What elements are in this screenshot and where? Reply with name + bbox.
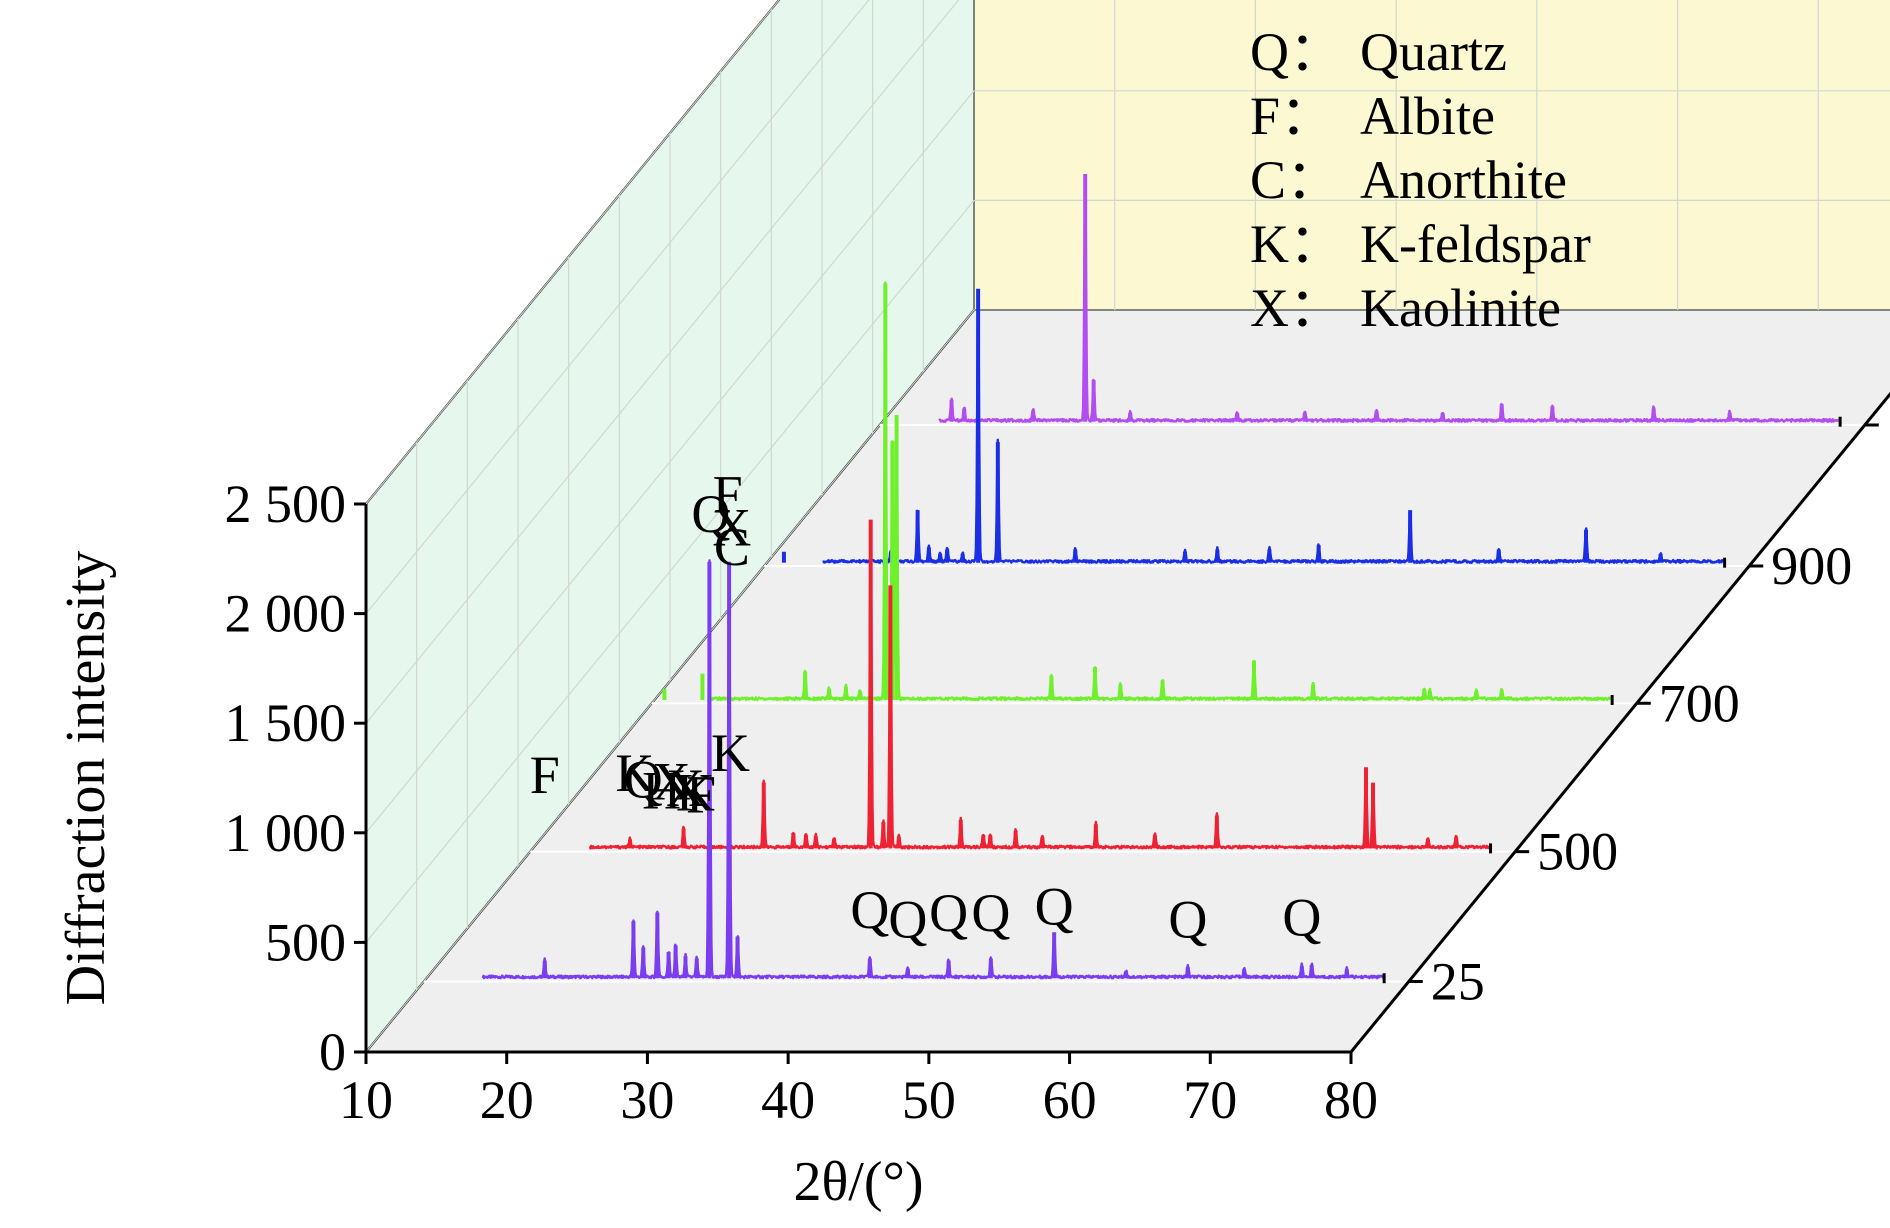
- legend-code: C：: [1250, 150, 1340, 210]
- x-tick-label: 40: [761, 1070, 815, 1130]
- series-1100c: [938, 174, 1842, 427]
- legend-name: K-feldspar: [1360, 214, 1591, 274]
- legend-code: Q：: [1250, 22, 1343, 82]
- peak-label-f: F: [713, 464, 743, 524]
- x-tick-label: 10: [339, 1070, 393, 1130]
- peak-label-h: H: [642, 760, 681, 820]
- series-line: [822, 298, 1726, 564]
- peak-label-q: Q: [888, 890, 927, 950]
- z-tick-label: 700: [1659, 673, 1740, 733]
- z-tick-label: 1 100: [1887, 395, 1890, 455]
- series-500c: [588, 519, 1493, 854]
- chart-walls: [363, 0, 1890, 1055]
- y-axis-title: Diffraction intensity: [55, 551, 117, 1006]
- peak-label-q: Q: [850, 880, 889, 940]
- peak-label-q: Q: [624, 749, 663, 809]
- x-tick-label: 80: [1324, 1070, 1378, 1130]
- y-tick-label: 0: [319, 1022, 346, 1082]
- peak-label-k: K: [711, 723, 750, 783]
- x-tick-label: 50: [902, 1070, 956, 1130]
- peak-label-f: F: [530, 745, 560, 805]
- y-tick-label: 1 000: [225, 803, 347, 863]
- peak-label-q: Q: [691, 484, 730, 544]
- peak-label-x: X: [652, 752, 691, 812]
- y-tick-label: 2 000: [225, 584, 347, 644]
- chart-grid: [365, 0, 1890, 1053]
- series-line: [588, 520, 1492, 850]
- legend-name: Kaolinite: [1360, 278, 1561, 338]
- chart-series: [481, 174, 1842, 984]
- z-tick-label: 25: [1431, 952, 1485, 1012]
- peak-label-k: K: [676, 763, 715, 823]
- z-axis-line: [1349, 391, 1890, 1053]
- peak-label-q: Q: [929, 883, 968, 943]
- y-tick-label: 500: [265, 912, 346, 972]
- peak-label-x: X: [712, 497, 751, 557]
- legend-code: F：: [1250, 86, 1334, 146]
- legend-item: K： K-feldspar: [1250, 214, 1591, 274]
- legend-item: F： Albite: [1250, 86, 1495, 146]
- series-line: [938, 178, 1841, 423]
- z-tick-label: 900: [1771, 536, 1852, 596]
- x-tick-label: 60: [1043, 1070, 1097, 1130]
- legend-code: X：: [1250, 278, 1343, 338]
- peak-label-f: F: [686, 765, 716, 825]
- chart-axes: 0 500 1 000 1 500 2 000 2 500 10 20 30 40 50 60 70 80…: [55, 391, 1890, 1213]
- z-tick-label: 500: [1537, 822, 1618, 882]
- peak-label-x: X: [666, 758, 705, 818]
- peak-label-q: Q: [1282, 887, 1321, 947]
- legend-item: Q： Quartz: [1250, 22, 1507, 82]
- x-tick-label: 70: [1183, 1070, 1237, 1130]
- series-900c: [781, 288, 1727, 568]
- peak-label-c: C: [714, 517, 750, 577]
- legend-code: K：: [1250, 214, 1343, 274]
- peak-label-q: Q: [971, 883, 1010, 943]
- legend-name: Anorthite: [1360, 150, 1567, 210]
- legend-name: Quartz: [1360, 22, 1507, 82]
- y-tick-label: 1 500: [225, 693, 347, 753]
- legend-item: C： Anorthite: [1250, 150, 1567, 210]
- series-25c: [481, 559, 1386, 984]
- legend-item: X： Kaolinite: [1250, 278, 1561, 338]
- y-tick-label: 2 500: [225, 474, 347, 534]
- legend-name: Albite: [1360, 86, 1495, 146]
- peak-label-k: K: [615, 743, 654, 803]
- x-axis-title: 2θ/(°): [793, 1151, 923, 1213]
- x-tick-label: 20: [480, 1070, 534, 1130]
- peak-label-q: Q: [1168, 890, 1207, 950]
- x-tick-label: 30: [620, 1070, 674, 1130]
- peak-label-q: Q: [1035, 877, 1074, 937]
